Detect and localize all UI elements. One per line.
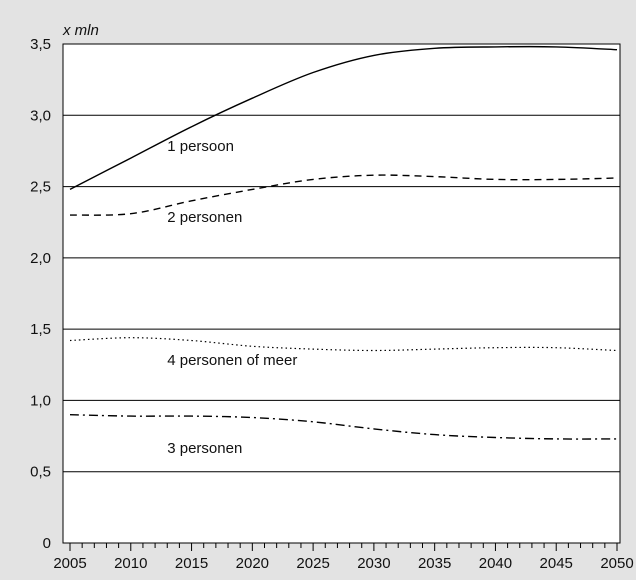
x-tick-label-4: 2025 <box>296 555 329 572</box>
gridlines <box>63 114 620 473</box>
series-line-0 <box>69 45 618 191</box>
x-tick-label-1: 2010 <box>114 555 147 572</box>
x-tick-label-0: 2005 <box>53 555 86 572</box>
series-label-1: 2 personen <box>167 209 242 226</box>
y-tick-label-5: 2,5 <box>30 179 51 196</box>
x-tick-label-9: 2050 <box>600 555 633 572</box>
x-tick-label-7: 2040 <box>479 555 512 572</box>
series-labels: 1 persoon 2 personen 4 personen of meer 3 p… <box>167 138 297 457</box>
x-tick-label-8: 2045 <box>540 555 573 572</box>
series-line-2 <box>69 337 618 352</box>
x-tick-label-2: 2015 <box>175 555 208 572</box>
y-tick-label-0: 0 <box>43 535 51 552</box>
y-tick-label-2: 1,0 <box>30 392 51 409</box>
y-tick-label-4: 2,0 <box>30 250 51 267</box>
series-line-1 <box>69 174 618 216</box>
series-label-2: 4 personen of meer <box>167 352 297 369</box>
x-tick-label-5: 2030 <box>357 555 390 572</box>
series-label-0: 1 persoon <box>167 138 234 155</box>
y-axis-ticks: 0 0,5 1,0 1,5 2,0 2,5 3,0 3,5 <box>30 36 51 552</box>
x-tick-label-3: 2020 <box>236 555 269 572</box>
x-axis-ticks: 2005 2010 2015 2020 2025 2030 2035 2040 2045 2050 <box>53 543 634 572</box>
y-axis-unit-label: x mln <box>62 22 99 39</box>
series-line-3 <box>69 414 618 440</box>
plot-area <box>62 43 621 544</box>
series-label-3: 3 personen <box>167 440 242 457</box>
x-tick-label-6: 2035 <box>418 555 451 572</box>
y-tick-label-7: 3,5 <box>30 36 51 53</box>
series-group <box>69 45 618 440</box>
y-tick-label-3: 1,5 <box>30 321 51 338</box>
y-tick-label-6: 3,0 <box>30 107 51 124</box>
y-tick-label-1: 0,5 <box>30 464 51 481</box>
